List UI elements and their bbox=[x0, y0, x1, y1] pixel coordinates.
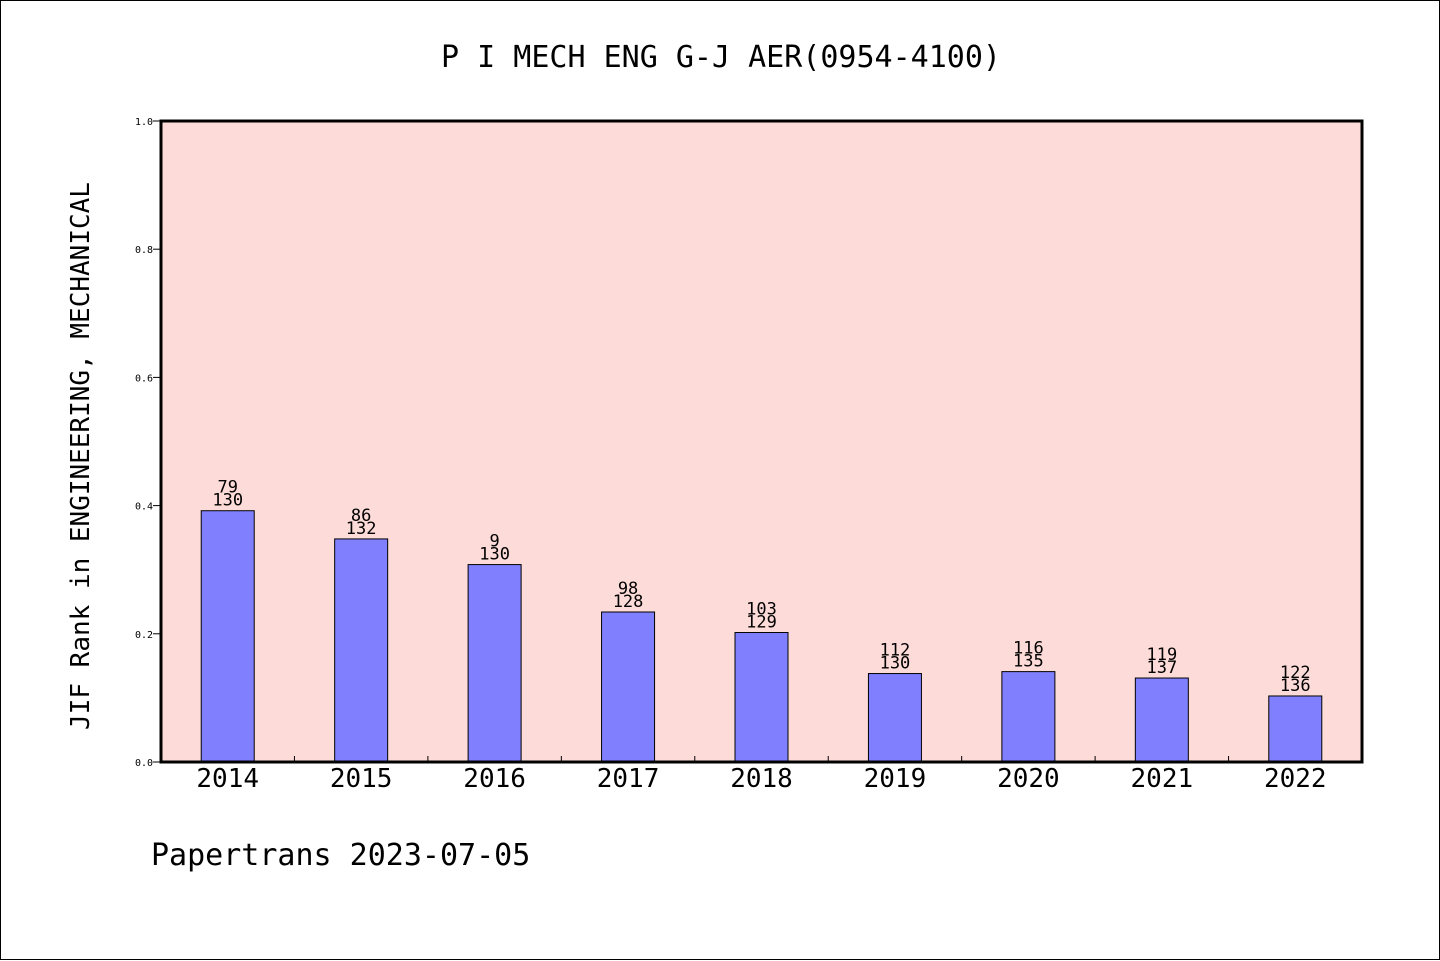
bars-group bbox=[200, 510, 1323, 763]
y-tick-label: 0.6 bbox=[135, 373, 153, 384]
bar-label-bottom-2016: 130 bbox=[479, 545, 510, 565]
bar-2016 bbox=[467, 564, 522, 763]
bar-2020 bbox=[1001, 671, 1056, 763]
bar-label-bottom-2015: 132 bbox=[346, 519, 377, 539]
bar-label-top-2017: 98 bbox=[618, 579, 638, 599]
bar-label-bottom-2019: 130 bbox=[880, 654, 911, 674]
bar-2015 bbox=[334, 538, 389, 763]
x-tick-label-2020: 2020 bbox=[997, 764, 1060, 794]
bar-label-top-2022: 122 bbox=[1280, 663, 1311, 683]
x-tick-label-2022: 2022 bbox=[1264, 764, 1327, 794]
bar-label-bottom-2014: 130 bbox=[212, 491, 243, 511]
y-axis-label: JIF Rank in ENGINEERING, MECHANICAL bbox=[66, 182, 96, 730]
bar-label-top-2018: 103 bbox=[746, 600, 777, 620]
x-tick-label-2015: 2015 bbox=[330, 764, 393, 794]
x-tick-label-2014: 2014 bbox=[196, 764, 259, 794]
y-axis: 0.0 0.2 0.4 0.6 0.8 1.0 bbox=[135, 117, 161, 769]
x-tick-label-2019: 2019 bbox=[864, 764, 927, 794]
bar-label-bottom-2018: 129 bbox=[746, 613, 777, 633]
x-tick-label-2021: 2021 bbox=[1131, 764, 1194, 794]
bar-2018 bbox=[734, 632, 789, 763]
bar-label-bottom-2020: 135 bbox=[1013, 652, 1044, 672]
x-tick-label-2016: 2016 bbox=[463, 764, 526, 794]
y-tick-label: 0.2 bbox=[135, 630, 153, 641]
bar-label-top-2020: 116 bbox=[1013, 639, 1044, 659]
bar-label-top-2014: 79 bbox=[217, 478, 237, 498]
chart-title: P I MECH ENG G-J AER(0954-4100) bbox=[441, 40, 1001, 75]
bar-label-top-2015: 86 bbox=[351, 506, 371, 526]
y-tick-label: 1.0 bbox=[135, 117, 153, 128]
bar-label-bottom-2017: 128 bbox=[613, 592, 644, 612]
y-tick-label: 0.0 bbox=[135, 758, 153, 769]
x-axis: 2014 2015 2016 2017 2018 2019 2020 2021 2022 bbox=[196, 756, 1327, 794]
footer-credit: Papertrans 2023-07-05 bbox=[151, 838, 530, 873]
bar-label-bottom-2021: 137 bbox=[1146, 658, 1177, 678]
bar-2017 bbox=[601, 611, 656, 763]
bar-label-bottom-2022: 136 bbox=[1280, 676, 1311, 696]
plot-border bbox=[159, 119, 1364, 764]
x-tick-label-2018: 2018 bbox=[730, 764, 793, 794]
bar-label-top-2016: 9 bbox=[489, 532, 499, 552]
bar-2021 bbox=[1134, 677, 1189, 763]
bar-2014 bbox=[200, 510, 255, 763]
x-tick-label-2017: 2017 bbox=[597, 764, 660, 794]
bar-2022 bbox=[1268, 695, 1323, 763]
y-tick-label: 0.4 bbox=[135, 502, 153, 513]
y-tick-label: 0.8 bbox=[135, 245, 153, 256]
bar-label-top-2021: 119 bbox=[1146, 645, 1177, 665]
bar-2019 bbox=[867, 673, 922, 763]
bar-label-top-2019: 112 bbox=[880, 641, 911, 661]
